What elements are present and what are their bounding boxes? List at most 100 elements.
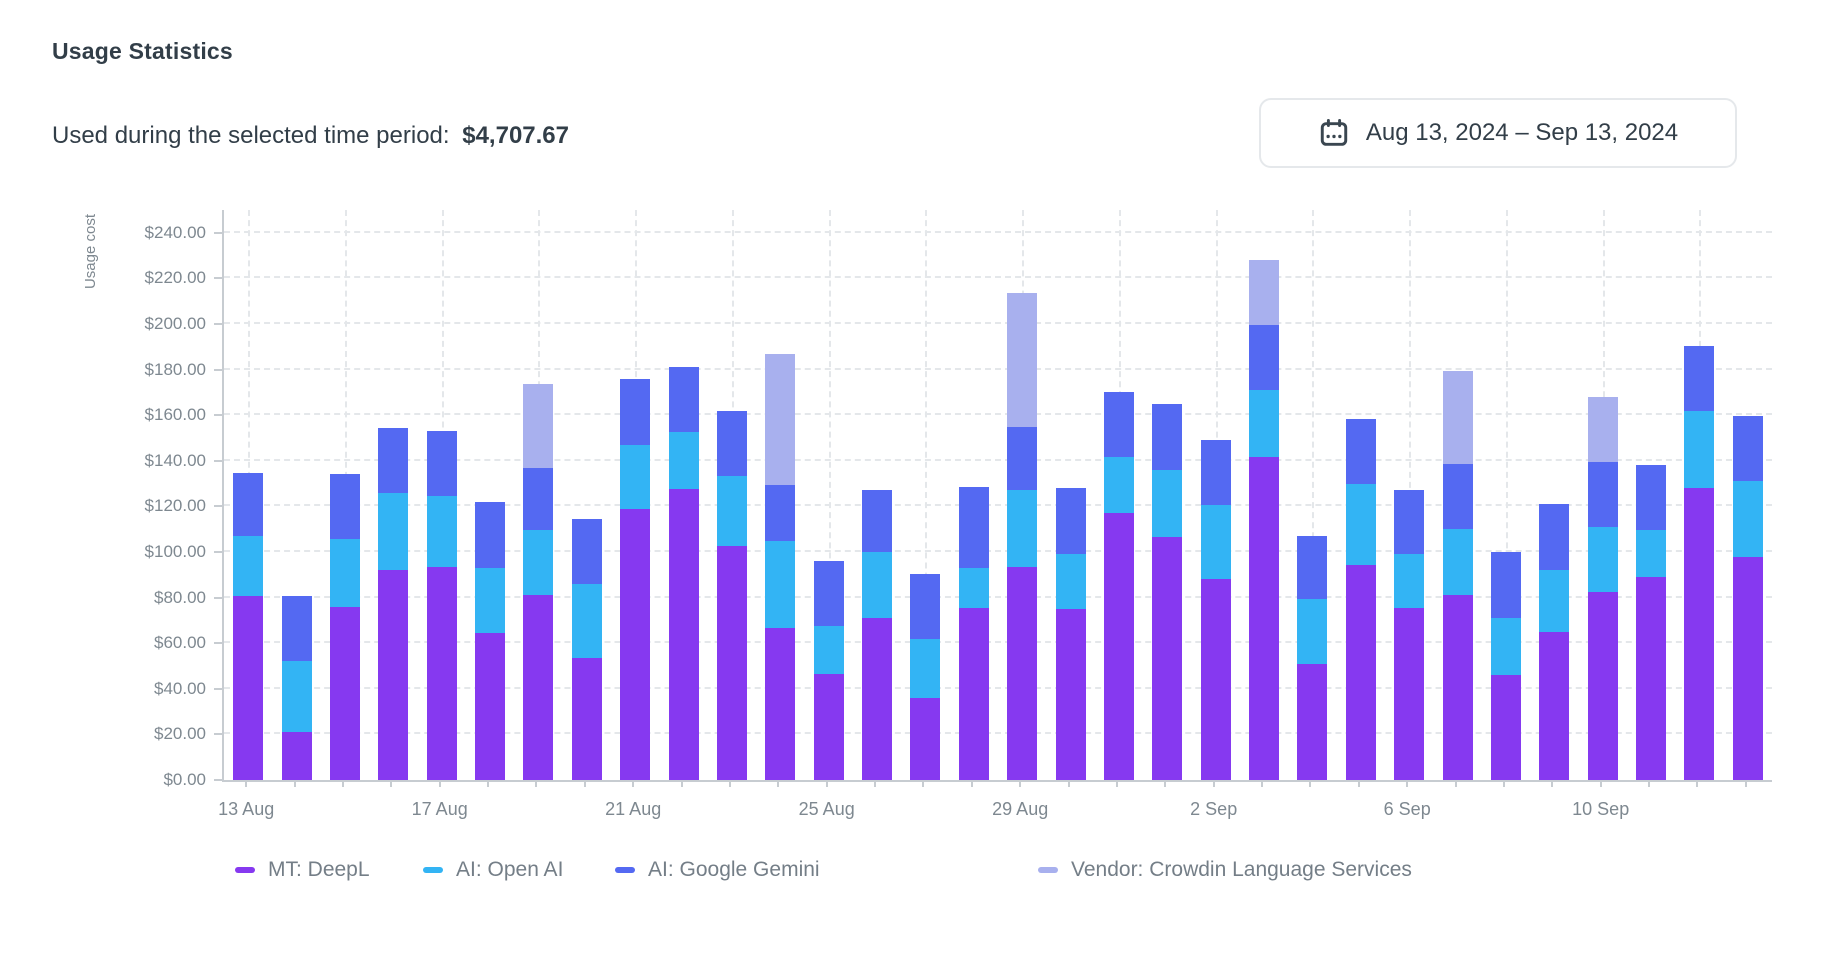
x-tick-label-21-Aug: 21 Aug	[605, 799, 662, 819]
bar-31-Aug[interactable]	[1103, 392, 1134, 780]
bar-8-Sep[interactable]	[1490, 552, 1521, 780]
x-tick-mark-23-Aug	[728, 780, 731, 787]
x-tick-mark-6-Sep	[1406, 780, 1409, 787]
segment-ai-open-ai	[813, 626, 844, 674]
bar-12-Sep[interactable]	[1684, 345, 1715, 780]
legend-item-ai-google-gemini[interactable]: AI: Google Gemini	[615, 858, 820, 882]
bar-26-Aug[interactable]	[862, 490, 893, 780]
x-tick-mark-8-Sep	[1502, 780, 1505, 787]
legend-item-ai-open-ai[interactable]: AI: Open AI	[423, 858, 563, 882]
segment-ai-open-ai	[765, 540, 796, 629]
x-tick-mark-28-Aug	[970, 780, 973, 787]
x-tick-mark-17-Aug	[438, 780, 441, 787]
x-tick-mark-13-Sep	[1744, 780, 1747, 787]
y-tick-mark-20	[214, 733, 222, 736]
segment-ai-open-ai	[716, 475, 747, 547]
y-tick-mark-240	[214, 231, 222, 234]
segment-mt-deepl	[329, 606, 360, 780]
bar-10-Sep[interactable]	[1587, 397, 1618, 780]
bar-9-Sep[interactable]	[1539, 504, 1570, 780]
bar-5-Sep[interactable]	[1345, 418, 1376, 780]
v-gridline-25-Aug	[828, 210, 831, 780]
y-tick-label-180: $180.00	[144, 359, 206, 379]
bar-18-Aug[interactable]	[475, 501, 506, 780]
segment-ai-open-ai	[475, 567, 506, 633]
y-tick-label-140: $140.00	[144, 450, 206, 470]
bar-20-Aug[interactable]	[571, 518, 602, 780]
x-tick-mark-26-Aug	[874, 780, 877, 787]
bar-slot-8-Sep	[1482, 210, 1530, 780]
bar-slot-9-Sep	[1530, 210, 1578, 780]
bar-3-Sep[interactable]	[1249, 260, 1280, 780]
x-tick-label-17-Aug: 17 Aug	[411, 799, 468, 819]
bar-slot-13-Sep	[1724, 210, 1772, 780]
y-tick-label-120: $120.00	[144, 496, 206, 516]
legend-item-vendor-crowdin-language-services[interactable]: Vendor: Crowdin Language Services	[1038, 858, 1412, 882]
bar-16-Aug[interactable]	[378, 427, 409, 780]
date-range-picker[interactable]: Aug 13, 2024 – Sep 13, 2024	[1259, 98, 1737, 168]
segment-mt-deepl	[233, 596, 264, 780]
legend-swatch-icon	[615, 867, 635, 873]
legend-item-mt-deepl[interactable]: MT: DeepL	[235, 858, 370, 882]
plot-area	[222, 210, 1772, 782]
bar-1-Sep[interactable]	[1152, 403, 1183, 780]
bar-4-Sep[interactable]	[1297, 536, 1328, 780]
bar-slot-21-Aug	[611, 210, 659, 780]
bar-19-Aug[interactable]	[523, 384, 554, 780]
period-total-line: Used during the selected time period: $4…	[52, 122, 569, 150]
x-tick-mark-27-Aug	[922, 780, 925, 787]
segment-ai-open-ai	[281, 661, 312, 733]
y-tick-mark-100	[214, 551, 222, 553]
segment-mt-deepl	[426, 566, 457, 780]
segment-mt-deepl	[1539, 631, 1570, 780]
segment-ai-open-ai	[1007, 490, 1038, 567]
segment-mt-deepl	[1442, 595, 1473, 780]
bar-17-Aug[interactable]	[426, 430, 457, 780]
x-tick-mark-7-Sep	[1454, 780, 1457, 787]
segment-ai-open-ai	[1587, 526, 1618, 592]
segment-ai-google-gemini	[862, 490, 893, 553]
bar-slot-6-Sep	[1385, 210, 1433, 780]
segment-ai-open-ai	[1684, 410, 1715, 489]
bar-22-Aug[interactable]	[668, 367, 699, 780]
segment-ai-open-ai	[620, 444, 651, 509]
y-tick-mark-40	[214, 687, 222, 690]
bar-slot-18-Aug	[466, 210, 514, 780]
date-range-label: Aug 13, 2024 – Sep 13, 2024	[1365, 119, 1679, 146]
legend-swatch-icon	[1038, 867, 1058, 873]
segment-mt-deepl	[813, 673, 844, 780]
y-tick-mark-60	[214, 642, 222, 645]
segment-ai-google-gemini	[1152, 403, 1183, 470]
segment-mt-deepl	[281, 732, 312, 780]
segment-vendor-crowdin-language-services	[1442, 370, 1473, 465]
bar-24-Aug[interactable]	[765, 353, 796, 780]
bar-30-Aug[interactable]	[1055, 488, 1086, 780]
bar-29-Aug[interactable]	[1007, 293, 1038, 780]
bar-7-Sep[interactable]	[1442, 370, 1473, 780]
bar-23-Aug[interactable]	[716, 410, 747, 780]
bar-13-Sep[interactable]	[1732, 416, 1763, 780]
segment-ai-open-ai	[1490, 618, 1521, 676]
bar-14-Aug[interactable]	[281, 596, 312, 780]
x-tick-mark-21-Aug	[632, 780, 635, 787]
segment-ai-google-gemini	[233, 473, 264, 537]
segment-ai-open-ai	[1152, 469, 1183, 538]
bar-slot-16-Aug	[369, 210, 417, 780]
bar-25-Aug[interactable]	[813, 561, 844, 780]
segment-ai-open-ai	[571, 583, 602, 659]
legend-swatch-icon	[423, 867, 443, 873]
bar-21-Aug[interactable]	[620, 379, 651, 780]
bar-28-Aug[interactable]	[958, 487, 989, 780]
x-tick-mark-14-Aug	[293, 780, 296, 787]
bar-2-Sep[interactable]	[1200, 440, 1231, 780]
x-tick-mark-12-Sep	[1696, 780, 1699, 787]
bar-6-Sep[interactable]	[1394, 490, 1425, 780]
x-tick-mark-13-Aug	[245, 780, 248, 787]
x-tick-mark-15-Aug	[341, 780, 344, 787]
y-tick-label-160: $160.00	[144, 405, 206, 425]
bar-11-Sep[interactable]	[1636, 465, 1667, 780]
h-gridline-120	[224, 504, 1772, 507]
bar-27-Aug[interactable]	[910, 574, 941, 780]
bar-15-Aug[interactable]	[329, 473, 360, 780]
bar-13-Aug[interactable]	[233, 473, 264, 780]
